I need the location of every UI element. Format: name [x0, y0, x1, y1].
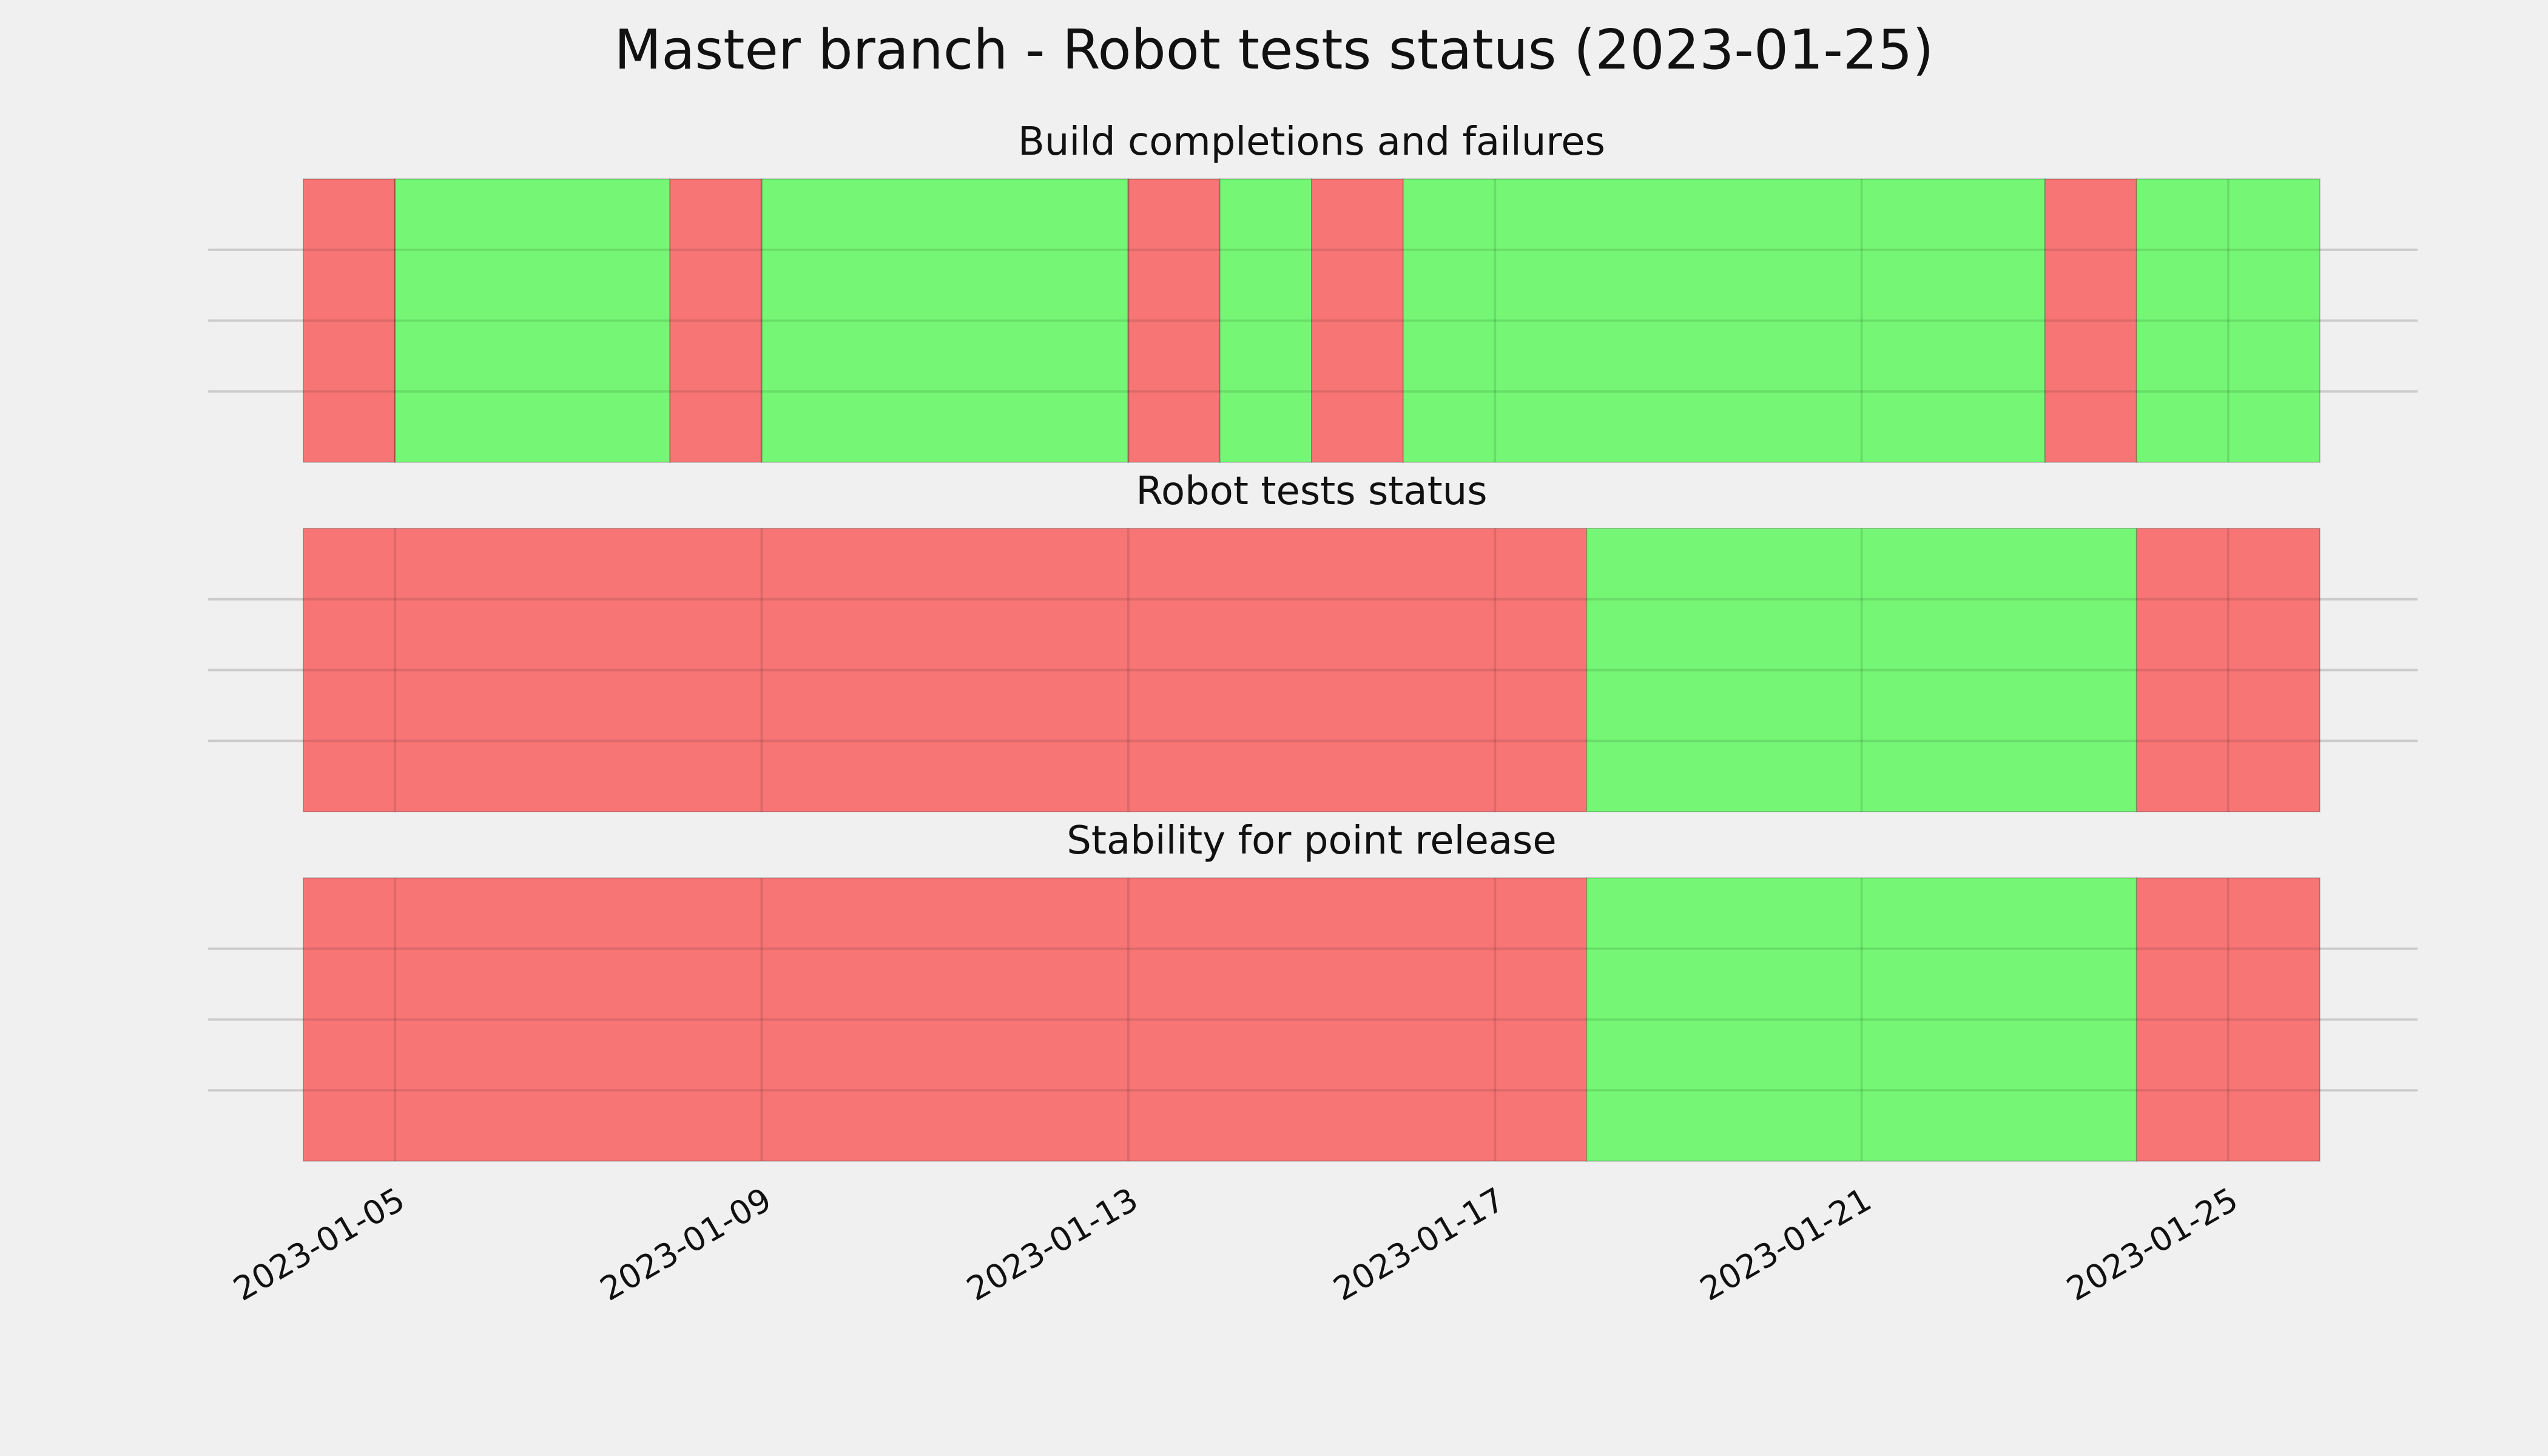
- x-tick-label: 2023-01-21: [1694, 1180, 1878, 1308]
- status-segment-pass: [1586, 528, 2137, 812]
- status-segment-fail: [1127, 178, 1221, 463]
- status-segment-fail: [1311, 178, 1404, 463]
- status-segment-fail: [303, 178, 396, 463]
- panel-title: Stability for point release: [1067, 818, 1557, 863]
- x-tick-label: 2023-01-25: [2060, 1180, 2244, 1308]
- status-segment-fail: [2044, 178, 2137, 463]
- status-segment-fail: [2135, 528, 2320, 812]
- chart-title: Master branch - Robot tests status (2023…: [614, 18, 1934, 82]
- status-segment-fail: [303, 528, 1588, 812]
- status-segment-fail: [303, 877, 1588, 1162]
- x-tick-label: 2023-01-17: [1327, 1180, 1511, 1308]
- status-segment-pass: [2135, 178, 2320, 463]
- panel-title: Build completions and failures: [1018, 120, 1605, 164]
- status-segment-fail: [669, 178, 763, 463]
- panel-title: Robot tests status: [1136, 469, 1487, 514]
- status-segment-pass: [1586, 877, 2137, 1162]
- x-tick-label: 2023-01-05: [227, 1180, 411, 1308]
- status-segment-pass: [1403, 178, 2046, 463]
- status-segment-pass: [761, 178, 1129, 463]
- x-tick-label: 2023-01-09: [594, 1180, 778, 1308]
- status-segment-fail: [2135, 877, 2320, 1162]
- status-segment-pass: [1219, 178, 1312, 463]
- x-tick-label: 2023-01-13: [960, 1180, 1144, 1308]
